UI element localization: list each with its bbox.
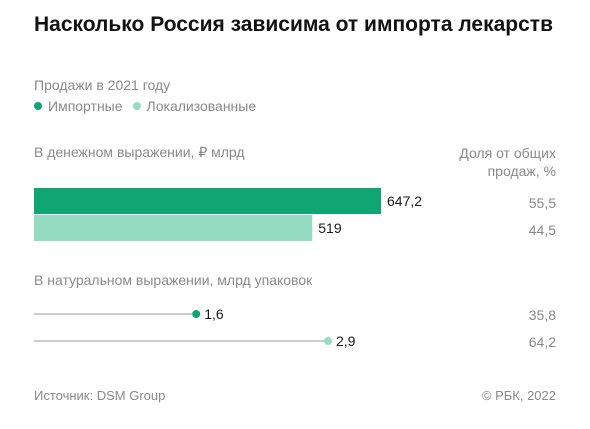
legend-label-imported: Импортные: [48, 98, 123, 114]
lollipop-dot-units-1: [324, 337, 332, 345]
legend: Импортные Локализованные: [34, 98, 266, 114]
chart-title: Насколько Россия зависима от импорта лек…: [34, 13, 553, 36]
legend-item-imported: Импортные: [34, 98, 123, 114]
footer-source: Источник: DSM Group: [34, 388, 166, 403]
chart-subtitle: Продажи в 2021 году: [34, 77, 171, 93]
lollipop-label-units-0: 1,6: [204, 306, 224, 322]
section-label-units: В натуральном выражении, млрд упаковок: [34, 272, 313, 288]
bar-money-0: [34, 188, 381, 214]
section-label-money: В денежном выражении, ₽ млрд: [34, 144, 245, 160]
bar-label-money-0: 647,2: [387, 193, 422, 209]
share-units-localized: 64,2: [528, 334, 556, 350]
lollipop-label-units-1: 2,9: [336, 333, 356, 349]
share-money-localized: 44,5: [528, 222, 556, 238]
share-units-imported: 35,8: [528, 307, 556, 323]
footer-copyright: © РБК, 2022: [481, 388, 556, 403]
legend-item-localized: Локализованные: [132, 98, 257, 114]
share-money-imported: 55,5: [528, 195, 556, 211]
legend-dot-localized: [132, 102, 141, 110]
bar-money-1: [34, 215, 313, 241]
share-header: Доля от общих продаж, %: [459, 145, 556, 179]
bar-label-money-1: 519: [318, 220, 342, 236]
legend-dot-imported: [34, 102, 42, 110]
lollipop-dot-units-0: [192, 310, 201, 318]
legend-label-localized: Локализованные: [146, 98, 257, 114]
